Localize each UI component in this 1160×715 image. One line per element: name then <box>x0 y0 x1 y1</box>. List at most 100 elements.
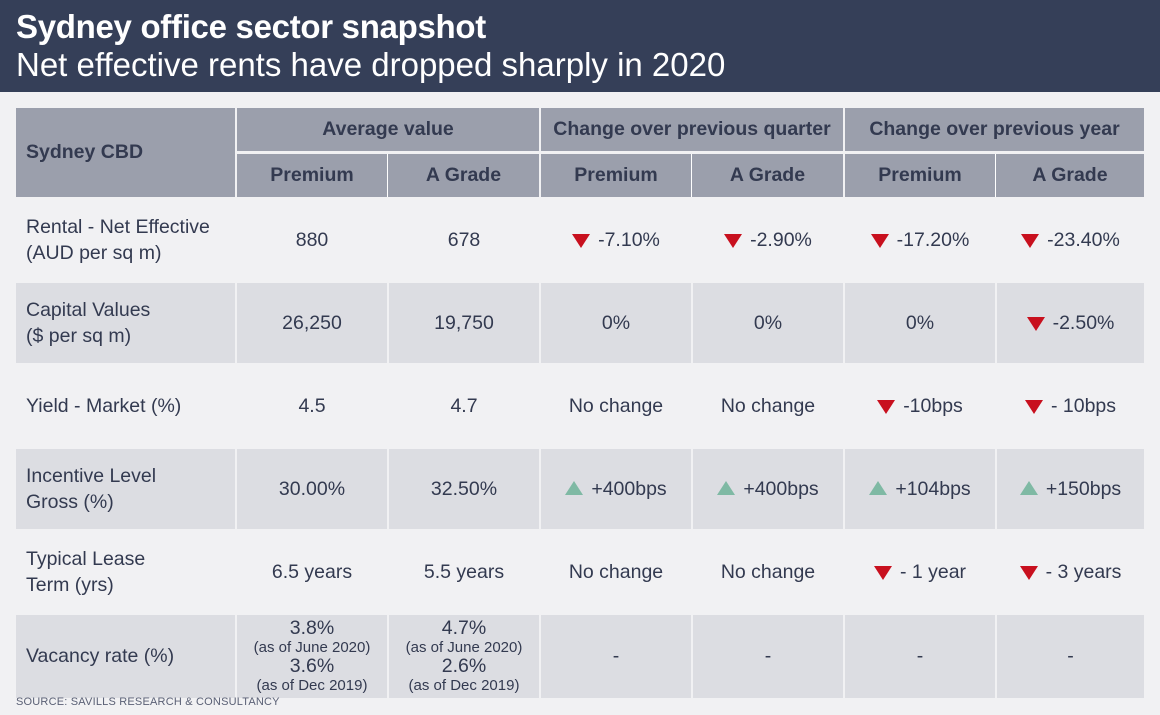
row-label-text: Yield - Market (%) <box>26 393 181 419</box>
table-cell: 19,750 <box>387 283 539 363</box>
down-arrow-icon <box>1024 400 1043 414</box>
cell-value: 678 <box>447 228 481 251</box>
table-cell: No change <box>691 532 843 612</box>
cell-value: -10bps <box>903 394 963 417</box>
row-label-line1: Capital Values <box>26 299 151 321</box>
row-label-vacancy: Vacancy rate (%) <box>16 615 235 698</box>
table-cell: - <box>843 615 995 698</box>
row-label-line2: Term (yrs) <box>26 574 114 596</box>
cell-value: - 1 year <box>899 560 967 583</box>
table-cell: 30.00% <box>235 449 387 529</box>
cell-value: -23.40% <box>1047 228 1120 251</box>
table-cell: 6.5 years <box>235 532 387 612</box>
cell-value: - 10bps <box>1050 394 1117 417</box>
subheader-premium: Premium <box>843 154 995 197</box>
cell-value: 0% <box>601 311 631 334</box>
table-cell: 880 <box>235 200 387 280</box>
cell-value: +104bps <box>895 477 971 500</box>
table-cell: -2.50% <box>995 283 1144 363</box>
table-cell: 32.50% <box>387 449 539 529</box>
vacancy-value: 3.8% <box>289 616 335 639</box>
row-label-line1: Yield - Market (%) <box>26 395 182 417</box>
down-arrow-icon <box>1019 566 1038 580</box>
table-cell: -23.40% <box>995 200 1144 280</box>
cell-value: 32.50% <box>430 477 498 500</box>
cell-value: -2.50% <box>1052 311 1115 334</box>
snapshot-table: Sydney CBD Average value Change over pre… <box>16 108 1144 698</box>
cell-value: +400bps <box>743 477 819 500</box>
row-label: Yield - Market (%) <box>16 366 235 446</box>
cell-value: - 3 years <box>1045 560 1122 583</box>
subheader-a-grade: A Grade <box>387 154 539 197</box>
table-cell: 0% <box>843 283 995 363</box>
cell-value: No change <box>568 560 664 583</box>
row-label-text: Incentive Level Gross (%) <box>26 463 156 515</box>
table-cell: - <box>995 615 1144 698</box>
vacancy-date-note: (as of June 2020) <box>405 638 523 656</box>
table-cell: 4.5 <box>235 366 387 446</box>
table-cell: No change <box>539 366 691 446</box>
row-label-text: Rental - Net Effective (AUD per sq m) <box>26 214 210 266</box>
cell-value: No change <box>568 394 664 417</box>
vacancy-cell-a-grade: 4.7% (as of June 2020) 2.6% (as of Dec 2019… <box>387 615 539 698</box>
vacancy-date-note: (as of June 2020) <box>253 638 371 656</box>
subheader-a-grade: A Grade <box>995 154 1144 197</box>
table-cell: 4.7 <box>387 366 539 446</box>
group-header-quarter: Change over previous quarter <box>539 108 843 151</box>
vacancy-value: 3.6% <box>289 654 335 677</box>
table-cell: +400bps <box>539 449 691 529</box>
group-header-average: Average value <box>235 108 539 151</box>
up-arrow-icon <box>565 481 584 495</box>
down-arrow-icon <box>877 400 896 414</box>
row-label: Typical Lease Term (yrs) <box>16 532 235 612</box>
cell-value: 4.5 <box>298 394 326 417</box>
cell-value: No change <box>720 394 816 417</box>
table-cell: 26,250 <box>235 283 387 363</box>
table-cell: -10bps <box>843 366 995 446</box>
down-arrow-icon <box>1026 317 1045 331</box>
cell-value: 26,250 <box>282 311 342 334</box>
table-cell: No change <box>691 366 843 446</box>
down-arrow-icon <box>572 234 591 248</box>
row-label-text: Capital Values ($ per sq m) <box>26 297 150 349</box>
vacancy-cell-premium: 3.8% (as of June 2020) 3.6% (as of Dec 2019… <box>235 615 387 698</box>
table-cell: 678 <box>387 200 539 280</box>
row-label: Incentive Level Gross (%) <box>16 449 235 529</box>
cell-value: +150bps <box>1045 477 1122 500</box>
cell-value: 0% <box>753 311 783 334</box>
vacancy-value: 2.6% <box>441 654 487 677</box>
table-cell: 5.5 years <box>387 532 539 612</box>
up-arrow-icon <box>869 481 888 495</box>
row-label-line1: Rental - Net Effective <box>26 216 210 238</box>
table-cell: -17.20% <box>843 200 995 280</box>
row-label-line2: Gross (%) <box>26 491 114 513</box>
row-label-line1: Incentive Level <box>26 465 157 487</box>
down-arrow-icon <box>873 566 892 580</box>
table-cell: - <box>539 615 691 698</box>
subheader-a-grade: A Grade <box>691 154 843 197</box>
cell-value: -17.20% <box>896 228 970 251</box>
up-arrow-icon <box>1019 481 1038 495</box>
subheader-premium: Premium <box>235 154 387 197</box>
vacancy-date-note: (as of Dec 2019) <box>256 676 368 694</box>
table-cell: - 3 years <box>995 532 1144 612</box>
table-cell: +104bps <box>843 449 995 529</box>
subheader-premium: Premium <box>539 154 691 197</box>
down-arrow-icon <box>870 234 889 248</box>
cell-value: 30.00% <box>278 477 346 500</box>
vacancy-date-note: (as of Dec 2019) <box>408 676 520 694</box>
table-cell: - 1 year <box>843 532 995 612</box>
cell-value: +400bps <box>591 477 667 500</box>
table-cell: 0% <box>691 283 843 363</box>
header-banner: Sydney office sector snapshot Net effect… <box>0 0 1160 92</box>
row-label: Capital Values ($ per sq m) <box>16 283 235 363</box>
row-label: Rental - Net Effective (AUD per sq m) <box>16 200 235 280</box>
cell-value: 880 <box>295 228 329 251</box>
cell-value: -2.90% <box>750 228 812 251</box>
cell-value: 19,750 <box>434 311 494 334</box>
page-title: Sydney office sector snapshot <box>16 8 486 45</box>
cell-value: -7.10% <box>598 228 660 251</box>
table-cell: 0% <box>539 283 691 363</box>
vacancy-value: 4.7% <box>441 616 487 639</box>
up-arrow-icon <box>717 481 736 495</box>
